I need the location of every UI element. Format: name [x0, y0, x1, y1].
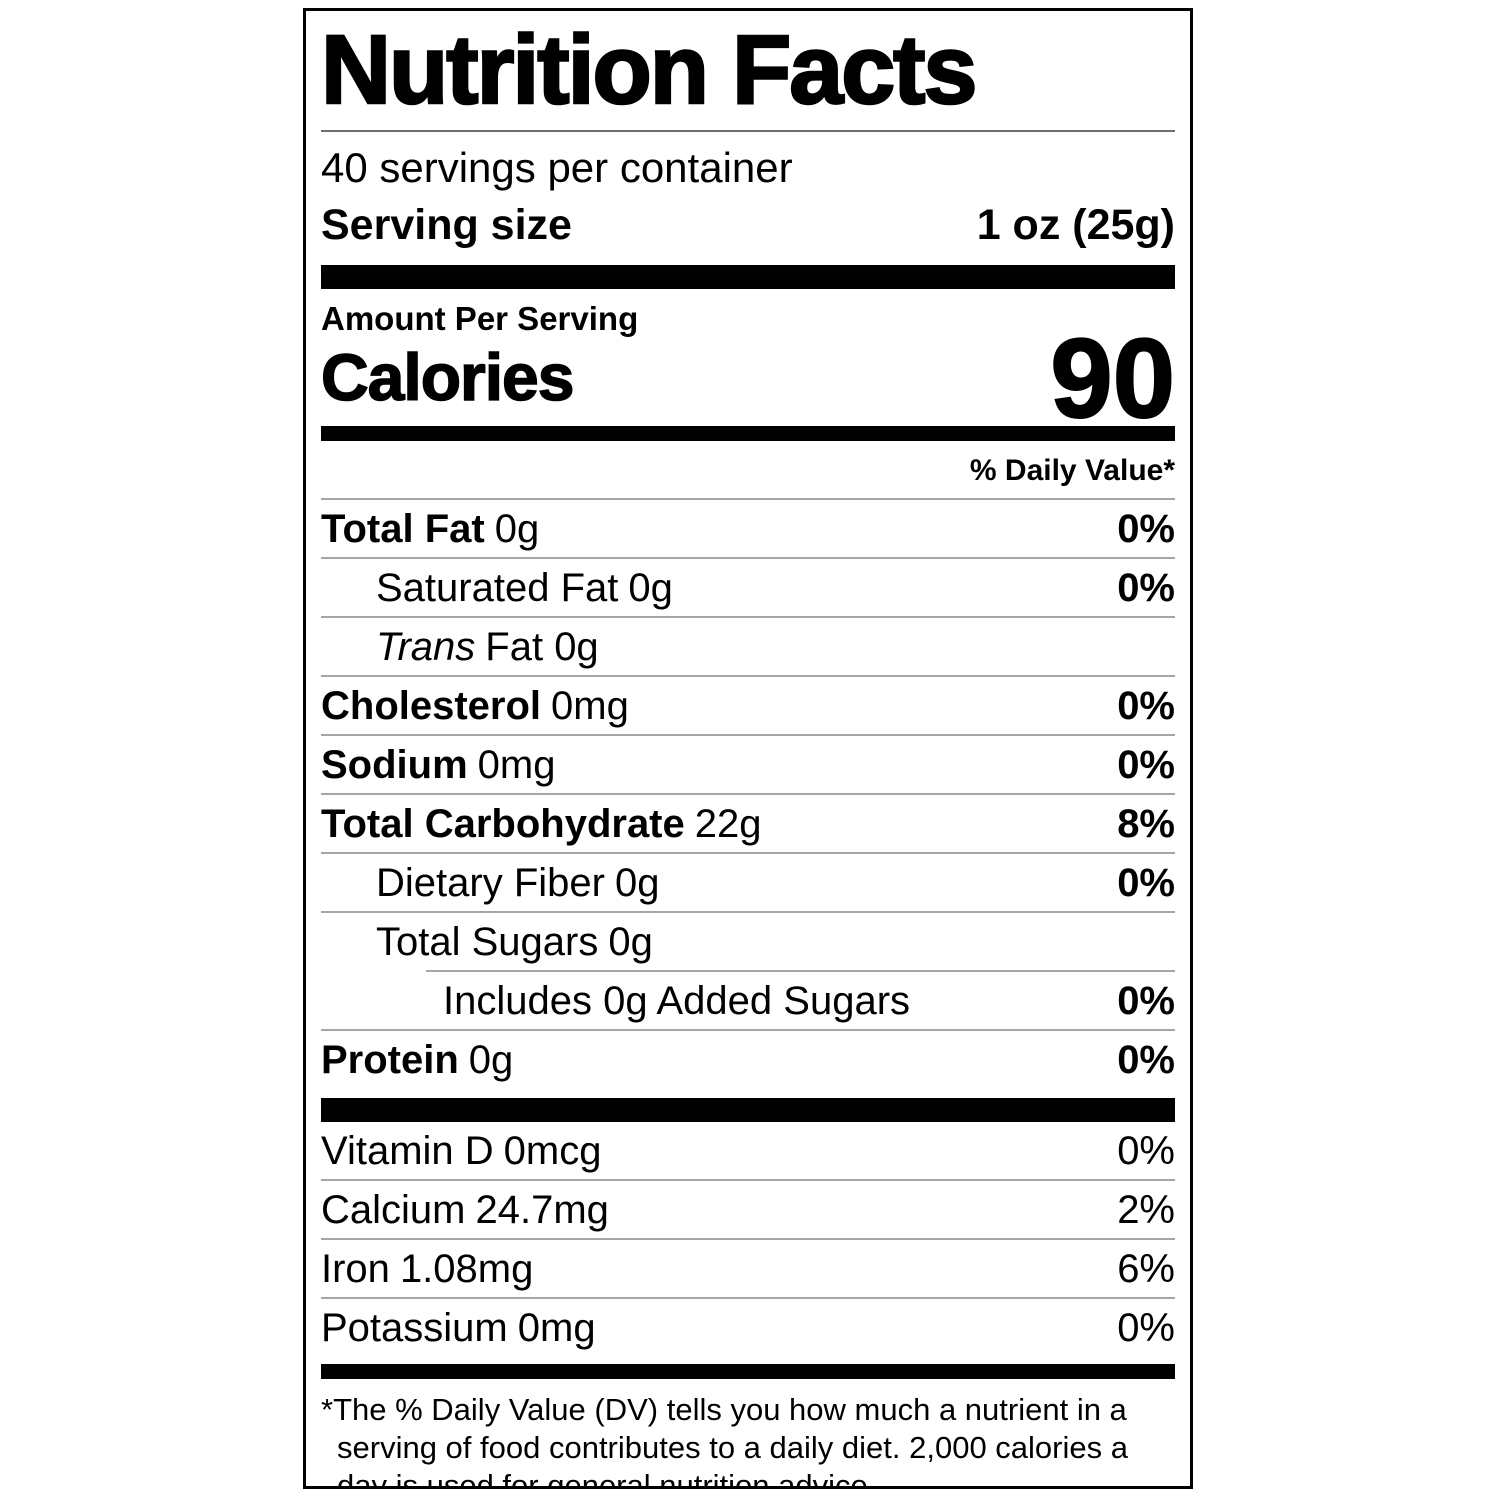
nutrient-name: Dietary Fiber 0g [376, 861, 660, 906]
nutrient-name: Total Sugars 0g [376, 920, 653, 965]
vitamin-row-iron: Iron 1.08mg 6% [321, 1240, 1175, 1297]
vitamin-dv: 0% [1117, 1306, 1175, 1351]
separator-bar-medium [321, 426, 1175, 442]
vitamin-name: Vitamin D 0mcg [321, 1129, 602, 1174]
daily-value-header: % Daily Value* [969, 454, 1175, 488]
divider [321, 911, 1175, 914]
divider [321, 498, 1175, 501]
serving-size-value: 1 oz (25g) [976, 201, 1175, 250]
vitamin-name: Potassium 0mg [321, 1306, 596, 1351]
label-title: Nutrition Facts [320, 15, 979, 124]
nutrient-name: Saturated Fat 0g [376, 566, 673, 611]
footnote-text: The % Daily Value (DV) tells you how muc… [333, 1392, 1128, 1489]
serving-size-label: Serving size [321, 201, 572, 250]
vitamin-name: Iron 1.08mg [321, 1247, 534, 1292]
nutrient-name: Trans Fat 0g [376, 625, 599, 670]
nutrition-facts-label: Nutrition Facts 40 servings per containe… [303, 8, 1193, 1489]
nutrient-row-total-sugars: Total Sugars 0g [321, 913, 1175, 970]
nutrient-dv: 0% [1117, 684, 1175, 729]
separator-bar-thick [321, 1098, 1175, 1123]
nutrient-name: Includes 0g Added Sugars [443, 979, 911, 1024]
separator-bar-thick [321, 265, 1175, 290]
nutrient-row-saturated-fat: Saturated Fat 0g 0% [321, 559, 1175, 616]
divider [321, 793, 1175, 796]
nutrient-name: Sodium 0mg [321, 743, 556, 788]
daily-value-footnote: *The % Daily Value (DV) tells you how mu… [321, 1391, 1175, 1489]
nutrient-row-total-fat: Total Fat 0g 0% [321, 500, 1175, 557]
vitamin-row-vitamin-d: Vitamin D 0mcg 0% [321, 1122, 1175, 1179]
footnote-asterisk: * [321, 1392, 334, 1428]
calories-value: 90 [1049, 316, 1176, 442]
title-divider [321, 130, 1175, 132]
calories-block: Amount Per Serving Calories 90 [320, 289, 1176, 436]
divider [321, 1179, 1175, 1182]
nutrient-dv: 8% [1117, 802, 1175, 847]
nutrient-dv: 0% [1117, 1038, 1175, 1083]
divider [321, 675, 1175, 678]
divider [321, 734, 1175, 737]
divider [321, 616, 1175, 619]
divider [321, 1297, 1175, 1300]
nutrient-dv: 0% [1117, 743, 1175, 788]
nutrient-row-sodium: Sodium 0mg 0% [321, 736, 1175, 793]
nutrient-name: Cholesterol 0mg [321, 684, 629, 729]
vitamin-row-potassium: Potassium 0mg 0% [321, 1299, 1175, 1356]
divider [321, 1238, 1175, 1241]
divider [321, 852, 1175, 855]
divider [321, 557, 1175, 560]
vitamin-dv: 2% [1117, 1188, 1175, 1233]
vitamin-dv: 0% [1117, 1129, 1175, 1174]
nutrient-row-total-carbohydrate: Total Carbohydrate 22g 8% [321, 795, 1175, 852]
vitamin-name: Calcium 24.7mg [321, 1188, 609, 1233]
nutrient-dv: 0% [1117, 861, 1175, 906]
nutrient-name: Total Carbohydrate 22g [321, 802, 762, 847]
nutrient-row-protein: Protein 0g 0% [321, 1031, 1175, 1088]
nutrient-dv: 0% [1117, 566, 1175, 611]
serving-size-row: Serving size 1 oz (25g) [321, 201, 1175, 250]
nutrient-name: Total Fat 0g [321, 507, 540, 552]
nutrient-dv: 0% [1117, 507, 1175, 552]
calories-label: Calories [320, 339, 575, 414]
nutrient-name: Protein 0g [321, 1038, 514, 1083]
nutrient-row-trans-fat: Trans Fat 0g [321, 618, 1175, 675]
nutrient-row-dietary-fiber: Dietary Fiber 0g 0% [321, 854, 1175, 911]
separator-bar-medium [321, 1364, 1175, 1380]
nutrient-row-cholesterol: Cholesterol 0mg 0% [321, 677, 1175, 734]
vitamin-dv: 6% [1117, 1247, 1175, 1292]
amount-per-serving-label: Amount Per Serving [321, 300, 639, 338]
vitamin-row-calcium: Calcium 24.7mg 2% [321, 1181, 1175, 1238]
divider-indented [426, 970, 1175, 973]
nutrient-row-added-sugars: Includes 0g Added Sugars 0% [321, 972, 1175, 1029]
divider [321, 1029, 1175, 1032]
servings-per-container: 40 servings per container [321, 144, 793, 191]
nutrient-dv: 0% [1117, 979, 1175, 1024]
